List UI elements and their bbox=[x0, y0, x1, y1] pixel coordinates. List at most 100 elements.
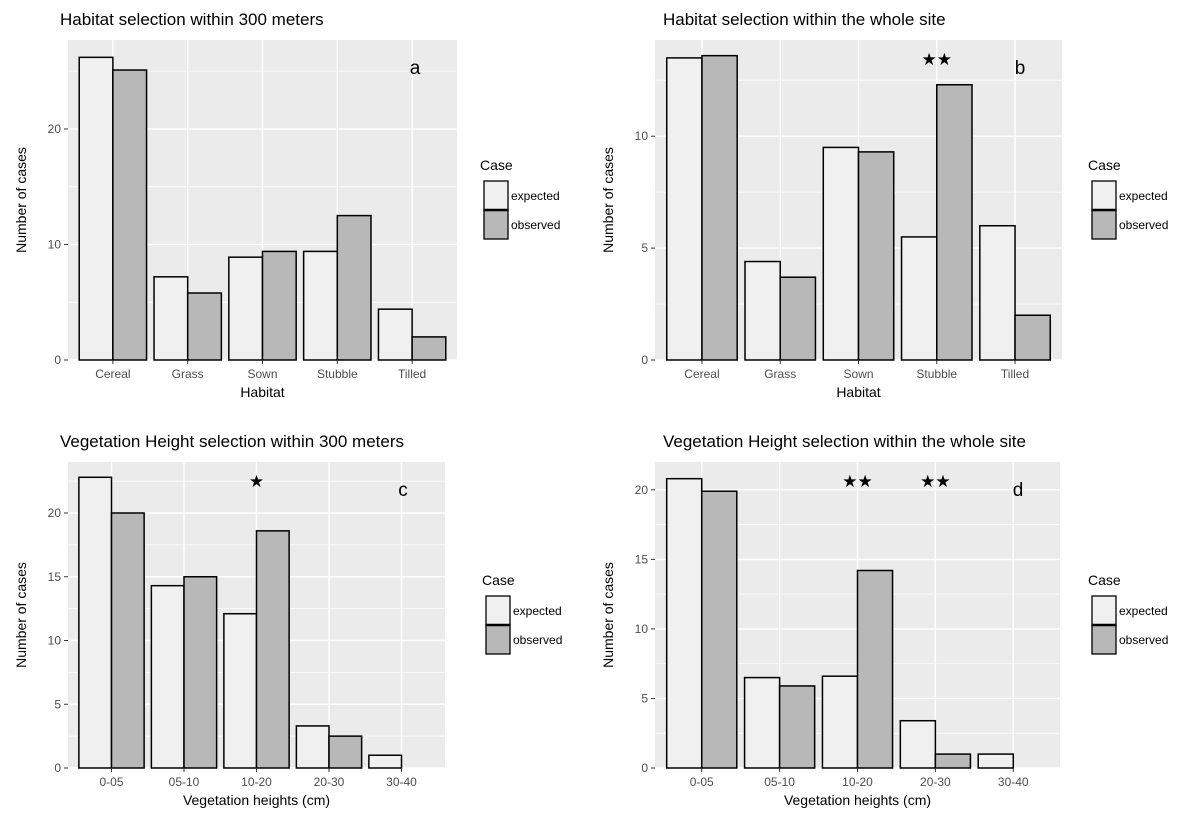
x-tick-label: Grass bbox=[172, 367, 204, 381]
legend-label-observed: observed bbox=[511, 218, 560, 232]
y-tick-label: 0 bbox=[54, 761, 61, 775]
bar-observed-10-20 bbox=[856, 569, 894, 769]
x-tick-label: 20-30 bbox=[920, 775, 951, 789]
legend-key-expected bbox=[483, 180, 509, 211]
y-tick-label: 0 bbox=[641, 353, 648, 367]
chart-panel-d: Vegetation Height selection within the w… bbox=[600, 432, 1168, 808]
x-axis-label: Habitat bbox=[240, 384, 284, 400]
bar-observed-Tilled bbox=[411, 336, 447, 361]
y-axis-label: Number of cases bbox=[600, 562, 616, 668]
x-tick-label: Grass bbox=[764, 367, 796, 381]
significance-marker: ★ bbox=[249, 472, 264, 492]
bar-expected-Cereal bbox=[665, 57, 703, 361]
bar-observed-Sown bbox=[857, 151, 895, 361]
bar-expected-Grass bbox=[744, 260, 781, 361]
legend-label-expected: expected bbox=[513, 604, 562, 618]
bar-expected-05-10 bbox=[150, 584, 185, 769]
bar-observed-05-10 bbox=[183, 576, 218, 769]
legend-label-expected: expected bbox=[1119, 189, 1168, 203]
x-axis-label: Habitat bbox=[836, 384, 880, 400]
chart-title: Habitat selection within 300 meters bbox=[60, 10, 324, 29]
bar-expected-10-20 bbox=[223, 612, 258, 769]
legend: Case expected observed bbox=[482, 572, 562, 655]
chart-title: Vegetation Height selection within the w… bbox=[663, 432, 1026, 451]
y-axis-label: Number of cases bbox=[600, 147, 616, 253]
significance-marker: ★★ bbox=[922, 50, 952, 70]
y-tick-label: 10 bbox=[635, 622, 649, 636]
bar-expected-20-30 bbox=[295, 725, 330, 769]
legend-label-expected: expected bbox=[1119, 604, 1168, 618]
x-tick-label: 30-40 bbox=[386, 775, 417, 789]
y-tick-label: 20 bbox=[48, 506, 62, 520]
legend-label-observed: observed bbox=[1119, 218, 1168, 232]
legend-key-observed bbox=[483, 209, 509, 240]
chart-panel-b: Habitat selection within the whole site 0… bbox=[600, 10, 1168, 400]
legend-label-observed: observed bbox=[513, 633, 562, 647]
bar-expected-Stubble bbox=[900, 236, 938, 361]
bar-observed-05-10 bbox=[778, 685, 816, 769]
x-tick-label: 05-10 bbox=[764, 775, 795, 789]
x-tick-label: 10-20 bbox=[842, 775, 873, 789]
bar-observed-Stubble bbox=[936, 84, 973, 361]
bar-observed-Grass bbox=[779, 276, 817, 361]
x-tick-label: Sown bbox=[247, 367, 277, 381]
y-tick-label: 0 bbox=[641, 761, 648, 775]
bar-observed-Cereal bbox=[701, 54, 738, 361]
x-axis-label: Vegetation heights (cm) bbox=[784, 792, 931, 808]
bar-expected-Sown bbox=[228, 256, 264, 361]
bar-expected-Stubble bbox=[302, 250, 339, 361]
legend-key-expected bbox=[1091, 180, 1117, 211]
legend: Case expected observed bbox=[480, 157, 560, 240]
bar-observed-Grass bbox=[186, 292, 223, 361]
panel-tag: c bbox=[398, 480, 408, 501]
y-tick-label: 15 bbox=[48, 570, 62, 584]
x-axis-label: Vegetation heights (cm) bbox=[183, 792, 330, 808]
bar-observed-Tilled bbox=[1014, 314, 1052, 361]
bar-observed-0-05 bbox=[110, 512, 145, 769]
legend-key-observed bbox=[485, 624, 511, 655]
bar-observed-Stubble bbox=[336, 214, 372, 361]
x-tick-label: Cereal bbox=[95, 367, 130, 381]
y-tick-label: 20 bbox=[48, 122, 62, 136]
bar-observed-Cereal bbox=[112, 69, 148, 361]
bar-expected-Tilled bbox=[377, 308, 413, 361]
x-tick-label: Stubble bbox=[317, 367, 358, 381]
chart-title: Vegetation Height selection within 300 m… bbox=[60, 432, 404, 451]
legend-key-observed bbox=[1091, 624, 1117, 655]
legend-title: Case bbox=[1088, 572, 1121, 588]
bar-expected-20-30 bbox=[899, 719, 937, 769]
y-tick-label: 15 bbox=[635, 552, 649, 566]
legend-title: Case bbox=[480, 157, 513, 173]
chart-title: Habitat selection within the whole site bbox=[663, 10, 946, 29]
y-tick-label: 5 bbox=[641, 241, 648, 255]
x-tick-label: Stubble bbox=[916, 367, 957, 381]
bar-expected-0-05 bbox=[665, 477, 703, 769]
x-tick-label: 10-20 bbox=[241, 775, 272, 789]
legend-label-expected: expected bbox=[511, 189, 560, 203]
bar-expected-Cereal bbox=[78, 56, 114, 361]
bar-observed-Sown bbox=[261, 250, 297, 361]
legend: Case expected observed bbox=[1088, 572, 1168, 655]
x-tick-label: Tilled bbox=[1001, 367, 1029, 381]
y-tick-label: 0 bbox=[54, 353, 61, 367]
bar-observed-10-20 bbox=[255, 530, 290, 769]
chart-panel-c: Vegetation Height selection within 300 m… bbox=[13, 432, 562, 808]
y-tick-label: 5 bbox=[54, 697, 61, 711]
bar-expected-Sown bbox=[822, 146, 860, 361]
y-axis-label: Number of cases bbox=[13, 147, 29, 253]
x-tick-label: 05-10 bbox=[169, 775, 200, 789]
legend-title: Case bbox=[1088, 157, 1121, 173]
bar-expected-Grass bbox=[153, 276, 189, 361]
panel-tag: a bbox=[410, 58, 421, 79]
legend: Case expected observed bbox=[1088, 157, 1168, 240]
panel-tag: d bbox=[1013, 480, 1024, 501]
bar-observed-20-30 bbox=[934, 753, 972, 769]
bar-expected-Tilled bbox=[979, 224, 1016, 361]
significance-marker: ★★ bbox=[842, 472, 872, 492]
x-tick-label: Cereal bbox=[684, 367, 719, 381]
legend-key-expected bbox=[485, 595, 511, 626]
bar-expected-05-10 bbox=[743, 676, 781, 769]
y-tick-label: 10 bbox=[48, 634, 62, 648]
bar-expected-30-40 bbox=[977, 753, 1015, 769]
